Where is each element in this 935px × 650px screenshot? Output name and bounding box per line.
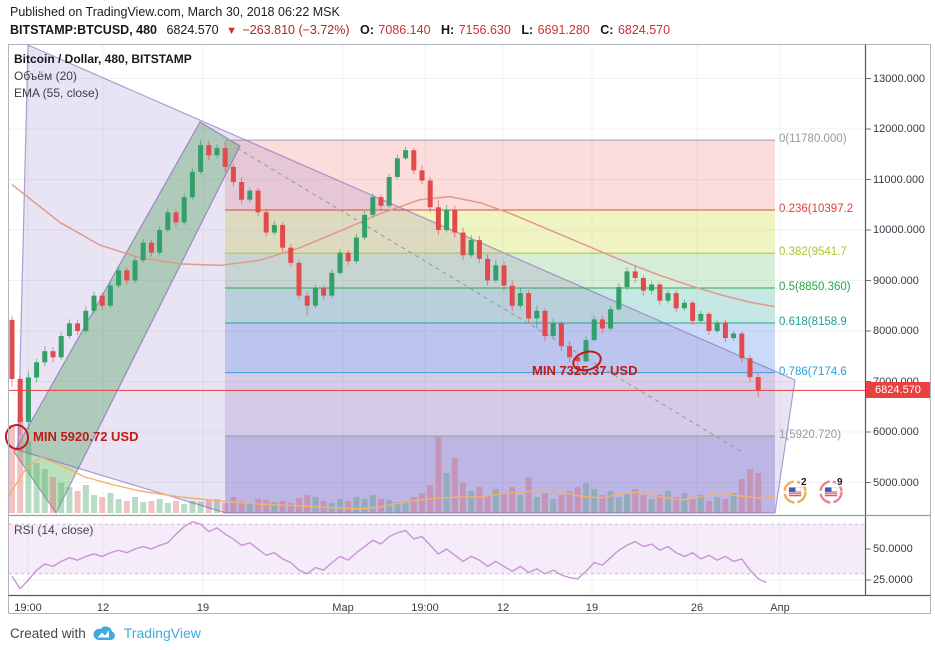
axis-label: 19 [585,602,599,614]
fib-lines-layer [225,139,775,437]
fib-level-label: 0.786(7174.6 [779,365,847,378]
tradingview-logo-icon[interactable] [93,625,117,641]
fib-level-label: 1(5920.720) [779,429,842,441]
grid-layer [9,45,865,594]
open-label: O: [360,23,374,37]
axis-label: 12 [496,602,510,614]
axis-label: 9000.000 [873,274,919,287]
ticker-line: BITSTAMP:BTCUSD, 480 6824.570 ▼ −263.810… [10,23,670,37]
annotation-min-right: MIN 7325.37 USD [532,363,638,378]
frame-layer [8,44,931,614]
published-line: Published on TradingView.com, March 30, … [10,5,340,19]
price-change: −263.810 (−3.72%) [242,23,350,37]
axis-label: 11000.000 [873,173,925,186]
volume-ma-line [7,456,776,510]
low-value: 6691.280 [537,23,590,37]
rsi-layer [9,521,865,590]
fib-level-label: 0.5(8850.360) [779,281,851,294]
axis-label: 8000.000 [873,325,919,337]
ema-line [11,183,776,308]
rsi-legend[interactable]: RSI (14, close) [14,523,94,537]
legend-ema[interactable]: EMA (55, close) [14,86,99,100]
axis-label: 5000.000 [873,476,919,489]
created-with-text: Created with [10,625,86,641]
volume-layer [9,417,762,513]
low-label: L: [521,23,534,37]
axis-label: 6000.000 [873,426,919,438]
fib-level-label: 0.618(8158.9 [779,315,847,328]
event-flag-icon[interactable]: 2 [783,476,809,504]
svg-text:9: 9 [837,477,843,488]
open-value: 7086.140 [378,23,431,37]
legend-volume[interactable]: Объём (20) [14,69,77,83]
axis-label: 12 [96,602,110,614]
fib-level-label: 0.382(9541.7 [779,246,847,259]
axis-label: 26 [690,602,704,614]
footer: Created with TradingView [10,625,201,641]
axis-label: 19 [196,602,210,614]
event-flag-icon[interactable]: 9 [819,476,845,504]
chart-legend: Bitcoin / Dollar, 480, BITSTAMP Объём (2… [14,51,192,102]
axis-label: 19:00 [14,602,42,614]
fib-level-label: 0(11780.000) [779,133,847,146]
down-arrow-icon: ▼ [226,25,238,37]
dashed-trendline [236,147,743,453]
last-price-badge: 6824.570 [866,382,930,398]
tradingview-link[interactable]: TradingView [123,625,201,641]
annotation-circles [4,350,602,450]
legend-title[interactable]: Bitcoin / Dollar, 480, BITSTAMP [14,52,192,66]
close-label: C: [600,23,614,37]
candles-layer [9,140,761,437]
close-value: 6824.570 [617,23,671,37]
high-value: 7156.630 [458,23,511,37]
svg-text:2: 2 [801,477,807,488]
axis-label: 12000.000 [873,123,925,135]
fib-labels: 0(11780.000) 0.236(10397.2 0.382(9541.7 0.5… [779,0,865,650]
axis-label: Мар [332,602,354,614]
fib-level-label: 0.236(10397.2 [779,202,854,215]
axis-label: 10000.000 [873,224,925,236]
axis-label: Апр [770,602,790,614]
symbol-name[interactable]: BITSTAMP:BTCUSD, 480 [10,23,158,37]
high-label: H: [441,23,455,37]
price-axis[interactable]: 13000.000 12000.000 11000.000 10000.000 9000… [866,0,935,650]
axis-label: 19:00 [411,602,439,614]
last-price: 6824.570 [166,23,219,37]
time-axis[interactable]: 19:00 12 19 Мар 19:00 12 19 26 Апр [0,600,935,616]
axis-label: 50.0000 [873,543,913,555]
axis-label: 25.0000 [873,574,913,586]
axis-label: 13000.000 [873,72,925,85]
annotation-min-left: MIN 5920.72 USD [33,429,139,444]
